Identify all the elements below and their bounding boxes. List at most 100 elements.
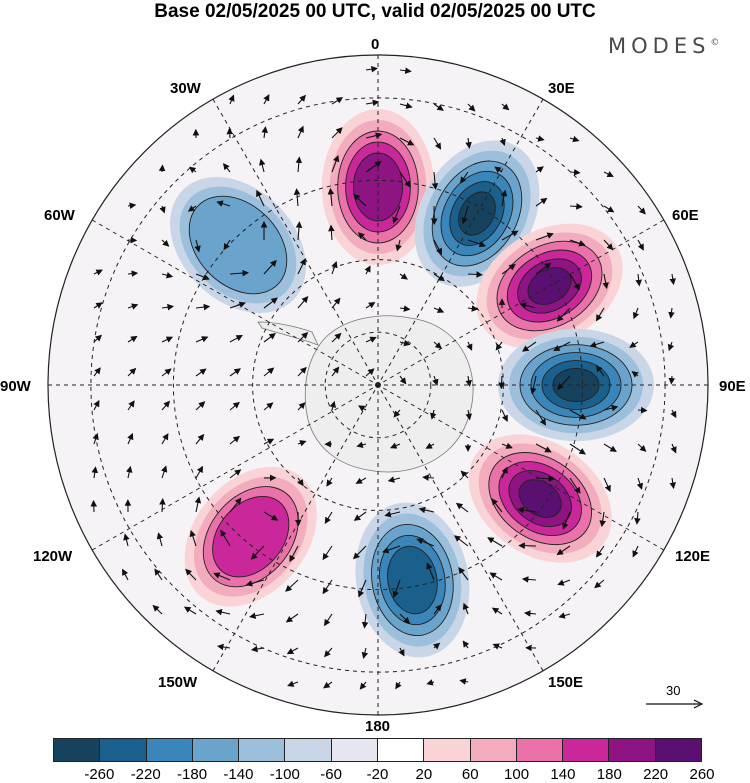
wind-vector <box>327 187 335 207</box>
wind-vector <box>328 224 335 241</box>
wind-vector <box>263 333 276 343</box>
wind-vector <box>418 506 435 514</box>
wind-vector <box>632 307 640 320</box>
wind-vector <box>195 336 209 343</box>
wind-vector <box>595 307 605 322</box>
wind-vector <box>229 401 240 411</box>
wind-vector <box>93 269 103 276</box>
wind-vector <box>194 239 201 253</box>
wind-vectors <box>90 65 677 690</box>
wind-vector <box>256 189 265 207</box>
wind-vector <box>194 496 202 513</box>
wind-vector <box>669 477 676 490</box>
wind-vector <box>631 371 639 378</box>
wind-vector <box>195 401 206 411</box>
colorbar-tick-label: 20 <box>415 766 433 783</box>
wind-vector <box>213 572 231 581</box>
colorbar-tick-label: -180 <box>177 766 208 783</box>
wind-vector <box>229 469 242 479</box>
wind-vector <box>297 125 304 139</box>
wind-vector <box>522 341 537 352</box>
wind-vector <box>594 579 605 589</box>
wind-vector <box>127 432 134 445</box>
wind-vector <box>195 368 207 377</box>
wind-vector <box>365 99 380 107</box>
wind-vector <box>530 375 537 395</box>
wind-vector <box>331 297 341 309</box>
wind-vector <box>462 640 470 649</box>
wind-vector <box>602 273 609 290</box>
wind-vector <box>467 103 476 112</box>
wind-vector <box>323 681 333 689</box>
wind-vector <box>535 262 552 275</box>
wind-vector <box>521 576 537 583</box>
wind-vector <box>229 269 250 277</box>
map-disc <box>48 55 708 715</box>
anomaly-field <box>170 109 654 658</box>
wind-vector <box>161 433 169 445</box>
anomaly-contour <box>518 479 562 518</box>
wind-vector <box>324 511 333 524</box>
wind-vector <box>263 297 278 309</box>
wind-vector <box>92 432 99 445</box>
wind-vector <box>569 409 587 420</box>
wind-vector <box>161 400 171 411</box>
wind-vector <box>364 265 371 275</box>
wind-vector <box>535 135 545 142</box>
wind-vector <box>261 126 268 139</box>
latitude-circle <box>324 331 432 439</box>
lon-label-90e: 90E <box>719 378 746 395</box>
wind-vector <box>603 443 617 452</box>
lon-label-150e: 150E <box>548 674 584 691</box>
wind-vector <box>365 132 383 139</box>
wind-vector <box>599 511 606 528</box>
wind-vector <box>635 273 642 287</box>
wind-vector <box>183 606 197 615</box>
wind-vector <box>634 511 641 525</box>
wind-vector <box>263 511 279 521</box>
wind-vector <box>365 65 378 73</box>
wind-vector <box>589 341 605 348</box>
wind-vector <box>158 164 166 173</box>
wind-vector <box>399 613 411 624</box>
colorbar-swatch <box>377 739 425 761</box>
wind-vector <box>161 239 170 247</box>
wind-vector <box>365 301 376 309</box>
wind-vector <box>632 545 639 558</box>
wind-vector <box>501 409 508 422</box>
wind-vector <box>569 169 581 176</box>
colorbar-tick-label: 60 <box>461 766 479 783</box>
wind-vector <box>263 367 275 377</box>
wind-vector <box>636 477 644 490</box>
reference-vector-label: 30 <box>666 683 681 698</box>
wind-vector <box>637 239 644 251</box>
lon-label-120w: 120W <box>33 548 73 565</box>
wind-vector <box>216 200 231 207</box>
colorbar-swatch <box>285 739 332 761</box>
wind-vector <box>433 239 442 256</box>
lon-label-150w: 150W <box>158 674 198 691</box>
wind-vector <box>353 511 367 521</box>
wind-vector <box>356 441 367 449</box>
wind-vector <box>399 273 408 280</box>
wind-vector <box>399 137 415 146</box>
wind-vector <box>426 562 435 581</box>
wind-vector <box>226 127 234 139</box>
wind-vector <box>331 154 340 173</box>
wind-vector <box>668 307 675 319</box>
wind-vector <box>395 239 402 252</box>
wind-vector <box>637 443 647 452</box>
colorbar-tick-label: 140 <box>550 766 576 783</box>
reference-vector-arrow <box>646 699 704 709</box>
wind-vector <box>558 612 571 619</box>
anomaly-contour <box>212 495 290 578</box>
wind-vector <box>535 443 552 453</box>
antarctica-landmass <box>304 315 474 473</box>
wind-vector <box>500 189 508 207</box>
wind-vector <box>433 604 442 615</box>
wind-vector <box>250 545 265 560</box>
map-border <box>47 54 709 716</box>
wind-vector <box>287 680 299 687</box>
wind-vector <box>595 545 605 558</box>
wind-vector <box>535 475 556 482</box>
